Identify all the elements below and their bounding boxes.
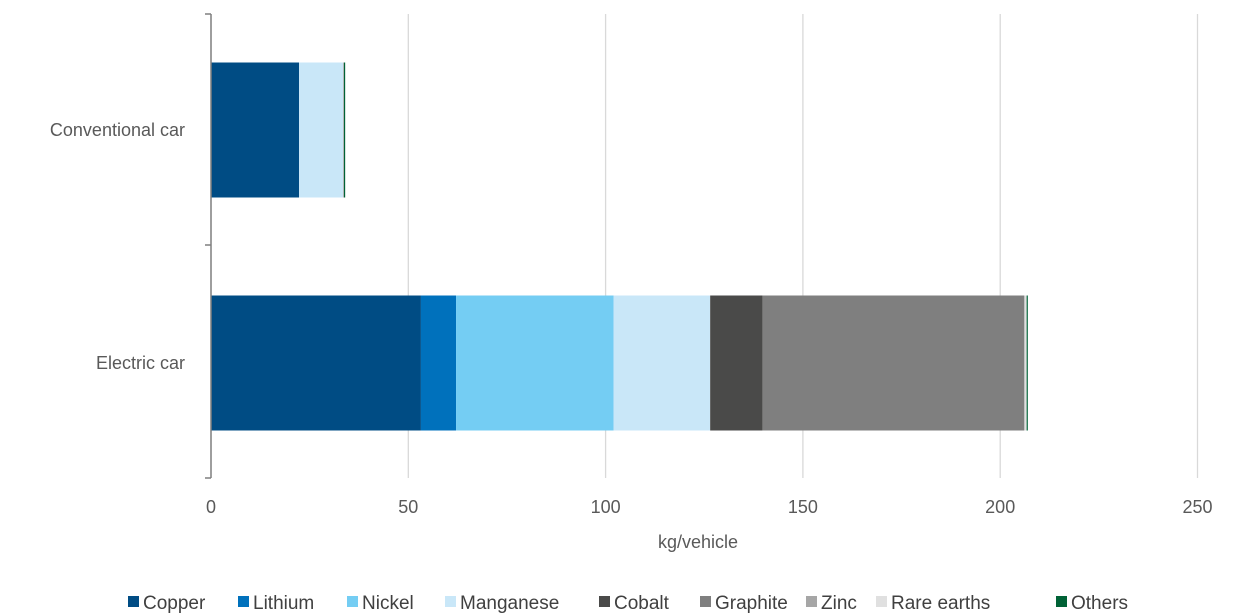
legend-label: Copper (143, 593, 206, 614)
legend-item: Rare earths (876, 593, 990, 614)
legend-swatch (347, 596, 358, 607)
x-axis-title: kg/vehicle (658, 532, 738, 552)
legend-item: Nickel (347, 593, 414, 614)
legend-label: Manganese (460, 593, 559, 614)
x-tick-label: 0 (206, 497, 216, 517)
legend-item: Graphite (700, 593, 788, 614)
legend-swatch (876, 596, 887, 607)
legend-swatch (238, 596, 249, 607)
bar-segment (613, 295, 711, 431)
legend-item: Zinc (806, 593, 857, 614)
y-axis-labels: Conventional car Electric car (50, 120, 185, 373)
legend-label: Nickel (362, 593, 414, 614)
legend: Copper Lithium Nickel Manganese Cobalt Graphi… (128, 593, 1128, 614)
legend-label: Lithium (253, 593, 314, 614)
bar-segment (420, 295, 457, 431)
bar-segment (1026, 295, 1028, 431)
bar-segment (1024, 295, 1025, 431)
legend-swatch (1056, 596, 1067, 607)
legend-swatch (445, 596, 456, 607)
legend-swatch (599, 596, 610, 607)
legend-swatch (700, 596, 711, 607)
bars (211, 62, 1028, 431)
legend-swatch (128, 596, 139, 607)
legend-label: Zinc (821, 593, 857, 614)
y-axis-ticks (205, 13, 211, 479)
x-axis-labels: 0 50 100 150 200 250 (206, 497, 1213, 517)
x-tick-label: 250 (1182, 497, 1212, 517)
bar-segment (710, 295, 763, 431)
legend-label: Others (1071, 593, 1128, 614)
bar-segment (211, 62, 299, 198)
legend-item: Lithium (238, 593, 314, 614)
legend-item: Cobalt (599, 593, 670, 614)
legend-label: Cobalt (614, 593, 670, 614)
y-category-label: Conventional car (50, 120, 185, 140)
legend-label: Rare earths (891, 593, 990, 614)
x-tick-label: 150 (788, 497, 818, 517)
legend-item: Copper (128, 593, 206, 614)
bar-segment (456, 295, 614, 431)
x-tick-label: 50 (398, 497, 418, 517)
legend-swatch (806, 596, 817, 607)
legend-item: Others (1056, 593, 1128, 614)
bar-segment (343, 62, 344, 198)
bar-segment (1024, 295, 1027, 431)
bar-segment (211, 295, 421, 431)
legend-item: Manganese (445, 593, 559, 614)
x-tick-label: 100 (591, 497, 621, 517)
bar-segment (762, 295, 1025, 431)
legend-label: Graphite (715, 593, 788, 614)
x-tick-label: 200 (985, 497, 1015, 517)
bar-segment (298, 62, 344, 198)
y-category-label: Electric car (96, 353, 185, 373)
bar-segment (343, 62, 346, 198)
